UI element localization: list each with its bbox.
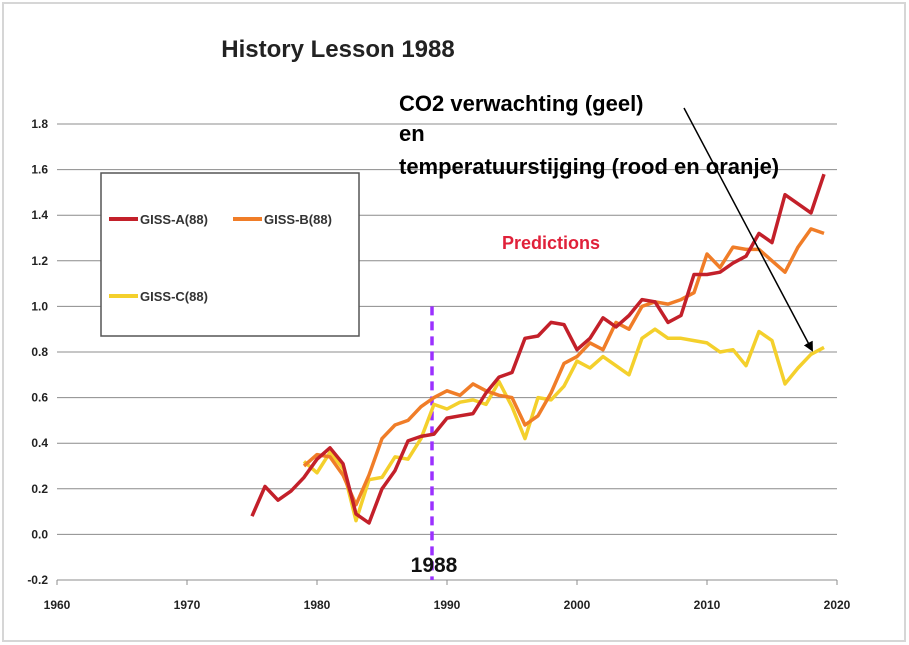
y-tick-label: 1.6: [31, 163, 48, 177]
y-tick-label: 1.8: [31, 117, 48, 131]
x-tick-label: 2000: [564, 598, 591, 612]
legend-label-giss-b: GISS-B(88): [264, 212, 332, 227]
y-tick-label: 0.0: [31, 527, 48, 541]
x-tick-label: 1980: [304, 598, 331, 612]
comment-annotation: CO2 verwachting (geel) en temperatuursti…: [399, 91, 779, 179]
y-tick-labels: -0.2 0.0 0.2 0.4 0.6 0.8 1.0 1.2 1.4 1.6 1.8: [27, 117, 48, 587]
annotation-arrow: [683, 107, 813, 352]
legend-box: [100, 172, 360, 337]
y-tick-label: 0.4: [31, 436, 48, 450]
x-tick-label: 1970: [174, 598, 201, 612]
legend-label-giss-c: GISS-C(88): [140, 289, 208, 304]
y-tick-label: -0.2: [27, 573, 48, 587]
y-tick-label: 0.8: [31, 345, 48, 359]
y-tick-label: 0.2: [31, 482, 48, 496]
x-tick-label: 1960: [44, 598, 71, 612]
y-tick-label: 0.6: [31, 391, 48, 405]
x-tick-label: 2020: [824, 598, 851, 612]
chart-title: History Lesson 1988: [221, 36, 454, 63]
x-tick-label: 1990: [434, 598, 461, 612]
series-line-giss-b: [302, 227, 825, 507]
x-tick-labels: 1960 1970 1980 1990 2000 2010 2020: [44, 580, 851, 612]
y-tick-label: 1.2: [31, 254, 48, 268]
series-lines: [250, 173, 826, 525]
x-tick-label: 2010: [694, 598, 721, 612]
y-tick-label: 1.0: [31, 299, 48, 313]
series-line-giss-a: [250, 173, 826, 525]
comment-line-1: CO2 verwachting (geel): [399, 91, 644, 116]
predictions-label: Predictions: [502, 233, 600, 253]
series-line-giss-c: [302, 327, 825, 523]
vertical-line-label: 1988: [411, 554, 458, 577]
legend: GISS-A(88) GISS-B(88) GISS-C(88): [100, 172, 360, 337]
legend-label-giss-a: GISS-A(88): [140, 212, 208, 227]
comment-line-3: temperatuurstijging (rood en oranje): [399, 154, 779, 179]
comment-line-2: en: [399, 121, 425, 146]
y-tick-label: 1.4: [31, 208, 48, 222]
